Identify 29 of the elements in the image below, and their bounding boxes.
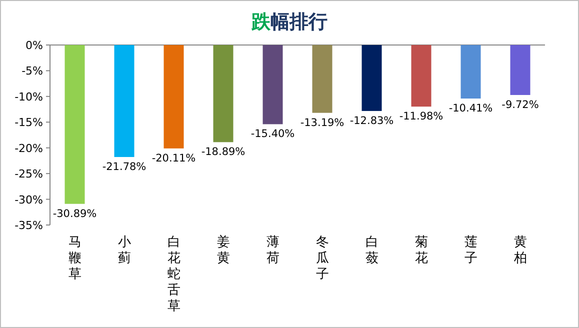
- y-tick-label: -20%: [14, 142, 43, 155]
- x-tick-label: 白花蛇舌草: [167, 235, 180, 314]
- y-tick-label: -35%: [14, 219, 43, 232]
- x-tick-label: 小蓟: [118, 235, 131, 266]
- x-tick-label: 冬瓜子: [316, 235, 329, 282]
- data-label: -20.11%: [152, 152, 196, 164]
- x-tick-label: 姜黄: [216, 234, 230, 266]
- data-label: -30.89%: [52, 208, 97, 220]
- y-tick-label: -5%: [22, 64, 43, 78]
- data-label: -10.41%: [448, 102, 493, 115]
- y-tick-label: 0%: [26, 39, 43, 52]
- y-tick-label: -10%: [14, 90, 43, 104]
- data-label: -9.72%: [502, 98, 539, 111]
- data-label: -18.89%: [201, 146, 246, 158]
- y-tick-label: -30%: [14, 193, 43, 206]
- data-label: -11.98%: [399, 110, 444, 123]
- data-label: -12.83%: [350, 114, 394, 127]
- chart-title: 跌幅排行: [250, 11, 328, 33]
- x-tick-label: 莲子: [464, 235, 478, 266]
- y-tick-label: -25%: [14, 168, 43, 181]
- y-tick-label: -15%: [14, 116, 43, 130]
- x-tick-label: 菊花: [414, 235, 428, 266]
- x-tick-label: 白蔹: [365, 235, 378, 266]
- x-tick-label: 马鞭草: [68, 235, 82, 282]
- x-tick-label: 薄荷: [266, 235, 280, 266]
- data-label: -13.19%: [300, 116, 344, 129]
- data-label: -15.40%: [250, 128, 295, 140]
- data-label: -21.78%: [102, 161, 146, 174]
- x-tick-label: 黄柏: [512, 235, 527, 266]
